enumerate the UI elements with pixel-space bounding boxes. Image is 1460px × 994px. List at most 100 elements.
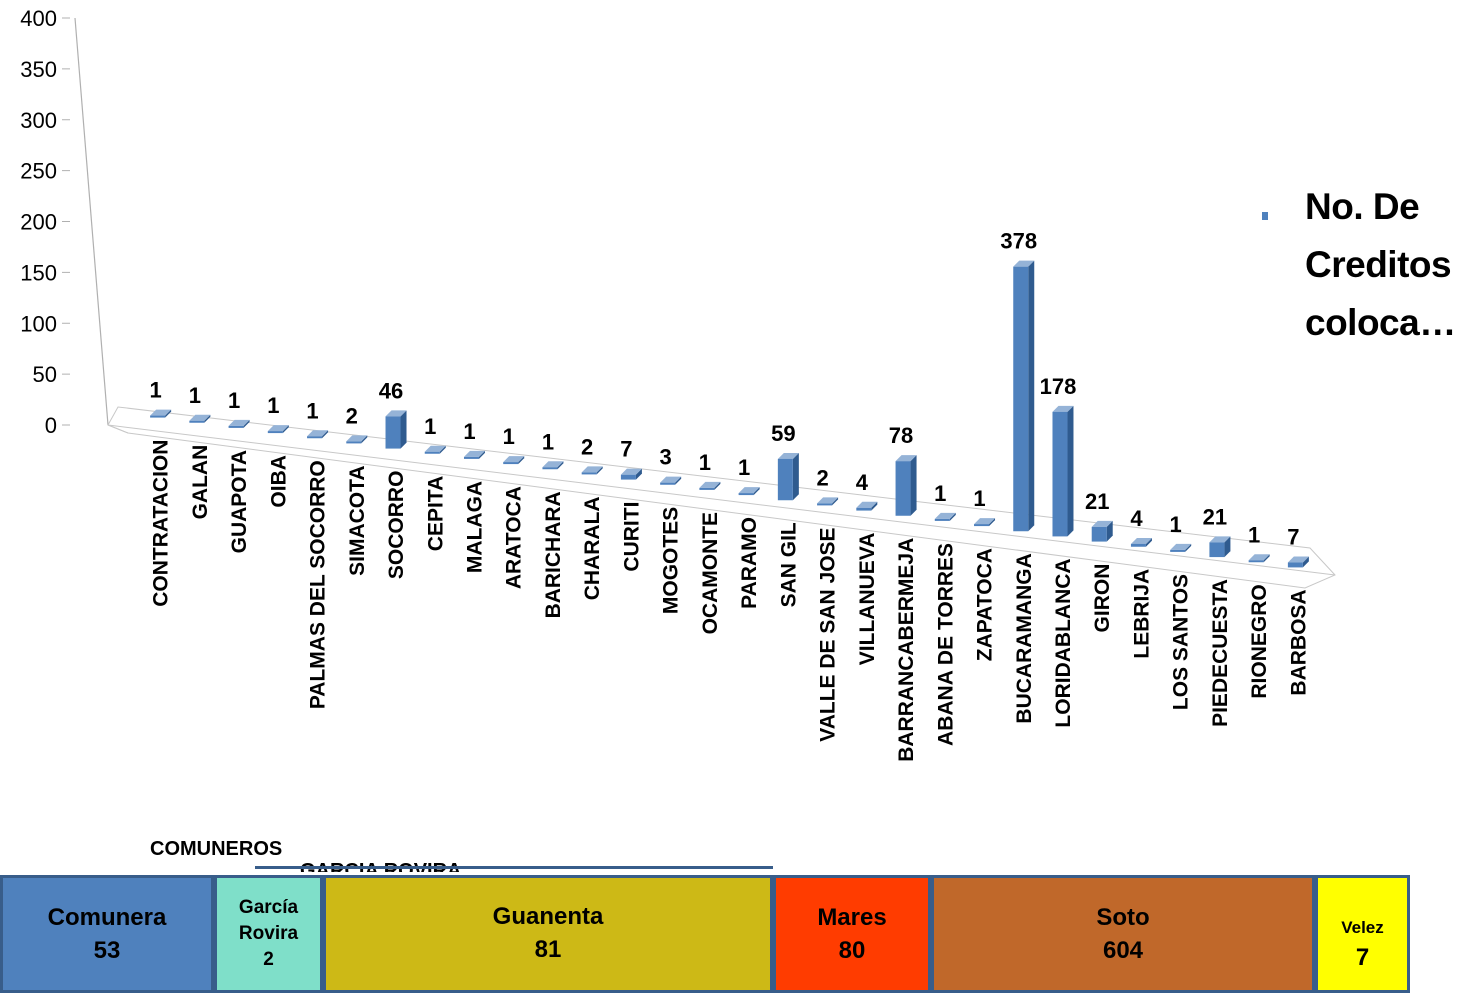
bar-front <box>699 487 715 490</box>
bar-front <box>267 431 283 434</box>
bar-top <box>1248 554 1270 561</box>
value-label: 4 <box>856 470 869 495</box>
category-label: CHARALA <box>581 496 604 600</box>
value-label: 7 <box>1287 525 1299 550</box>
bar-front <box>346 441 362 444</box>
category-label: OIBA <box>267 455 290 508</box>
province-name-line2: Rovira <box>238 923 299 944</box>
bar-top <box>777 452 799 459</box>
bar-side <box>1106 520 1113 542</box>
bar-front <box>424 451 440 454</box>
y-axis-line <box>74 17 109 426</box>
bar-side <box>1224 536 1231 558</box>
bar-top <box>542 461 564 468</box>
bar-top <box>424 445 446 452</box>
value-label: 1 <box>1248 522 1260 547</box>
bar-side <box>753 487 760 496</box>
bar-front <box>189 420 205 423</box>
value-label: 1 <box>189 383 201 408</box>
bar-top <box>385 410 407 417</box>
category-label: PIEDECUESTA <box>1209 579 1232 727</box>
bar-top <box>1091 520 1113 527</box>
bar-side <box>949 512 956 521</box>
bar-top <box>1209 536 1231 543</box>
comuneros-label: COMUNEROS <box>150 838 283 860</box>
bar-side <box>871 501 878 511</box>
value-label: 7 <box>620 437 632 462</box>
bar-top <box>738 487 760 494</box>
bar-side <box>361 435 368 444</box>
province-name: Comunera <box>47 904 167 931</box>
bar-top <box>267 425 289 432</box>
bar-front <box>1091 526 1107 542</box>
bar-front <box>620 474 636 480</box>
value-label: 1 <box>973 486 985 511</box>
value-label: 2 <box>346 403 358 428</box>
province-name: Guanenta <box>492 903 604 930</box>
bar <box>856 501 878 511</box>
province-count: 80 <box>838 937 866 964</box>
bar-top <box>581 466 603 473</box>
value-label: 1 <box>267 393 279 418</box>
bar-top <box>307 430 329 437</box>
bar <box>974 518 996 527</box>
bar-front <box>856 507 872 511</box>
category-label: PALMAS DEL SOCORRO <box>307 460 330 709</box>
province-comunera: Comunera 53 <box>0 875 214 993</box>
bar <box>620 468 642 480</box>
value-label: 21 <box>1085 489 1109 514</box>
bar-front <box>1013 266 1029 532</box>
bar-top <box>620 468 642 475</box>
value-label: 2 <box>816 465 828 490</box>
category-label: CURITI <box>620 502 643 572</box>
value-label: 1 <box>934 481 946 506</box>
bar-side <box>243 419 250 428</box>
value-label: 378 <box>1000 229 1037 254</box>
bar-top <box>660 476 682 483</box>
bar-side <box>635 468 642 480</box>
category-label: BARRANCABERMEJA <box>895 538 918 762</box>
bar-side <box>439 445 446 454</box>
value-label: 1 <box>738 455 750 480</box>
category-label: CEPITA <box>424 476 447 551</box>
bar-side <box>792 452 799 501</box>
bar-front <box>1130 543 1146 547</box>
value-label: 1 <box>228 388 240 413</box>
bar-top <box>699 481 721 488</box>
category-label: ABANA DE TORRES <box>934 543 957 746</box>
province-soto: Soto 604 <box>931 875 1315 993</box>
value-label: 178 <box>1040 374 1077 399</box>
bar <box>1209 536 1231 558</box>
bar <box>189 414 211 423</box>
bar <box>503 456 525 465</box>
bar-front <box>463 456 479 459</box>
bar-side <box>282 425 289 434</box>
province-count: 81 <box>534 936 562 963</box>
category-label: MALAGA <box>463 481 486 573</box>
bar <box>267 425 289 434</box>
bar-front <box>228 425 244 428</box>
bar <box>542 461 564 470</box>
category-label: SOCORRO <box>385 471 408 580</box>
value-label: 4 <box>1130 506 1143 531</box>
bar-top <box>503 456 525 463</box>
bar-front <box>974 524 990 527</box>
bar-side <box>1067 405 1074 537</box>
y-tick-label: 200 <box>20 210 57 235</box>
bar <box>1130 537 1152 547</box>
bar-front <box>1209 542 1225 558</box>
legend-label: No. De Creditos coloca… <box>1305 178 1460 352</box>
bar <box>1287 556 1309 568</box>
value-label: 59 <box>771 421 795 446</box>
province-count: 7 <box>1355 944 1370 971</box>
bar-front <box>777 458 793 501</box>
bar-side <box>989 518 996 527</box>
category-label: VALLE DE SAN JOSE <box>817 527 840 741</box>
bar <box>385 410 407 449</box>
category-label: GIRON <box>1091 564 1114 633</box>
bar-top <box>895 455 917 462</box>
bar-front <box>1170 549 1186 552</box>
province-velez: Velez 7 <box>1315 875 1410 993</box>
bar <box>1052 405 1074 537</box>
bar-side <box>204 414 211 423</box>
